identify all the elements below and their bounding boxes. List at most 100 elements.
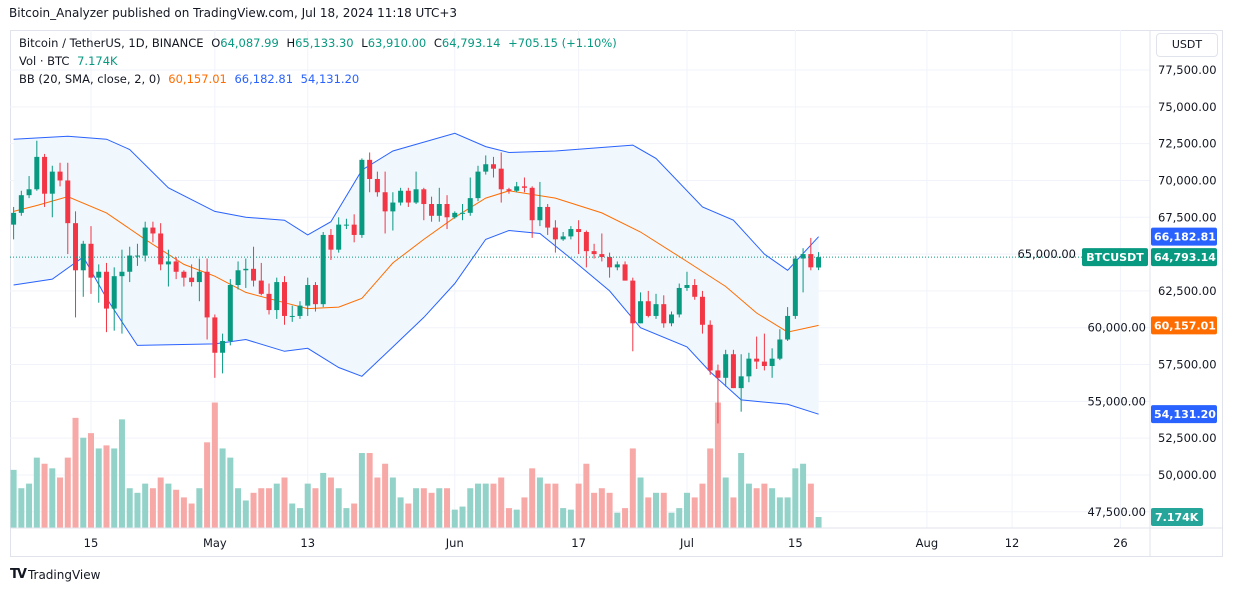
candle-body xyxy=(676,287,682,315)
candle xyxy=(367,152,373,193)
currency-button[interactable]: USDT xyxy=(1156,33,1218,57)
candle-body xyxy=(467,198,473,213)
candle xyxy=(583,230,589,268)
candle-body xyxy=(312,285,318,305)
volume-bar xyxy=(815,517,822,528)
volume-bar xyxy=(134,492,141,528)
candle-body xyxy=(707,324,713,371)
candle xyxy=(506,187,512,194)
candle xyxy=(607,252,613,278)
volume-bar xyxy=(560,508,567,528)
price-tick-label: 65,000.00 xyxy=(1017,247,1076,261)
volume-bar xyxy=(142,483,149,528)
volume-bar xyxy=(126,488,133,528)
volume-bar xyxy=(707,448,714,528)
symbol-title[interactable]: Bitcoin / TetherUS, 1D, BINANCE xyxy=(19,36,204,50)
bb-lower-line xyxy=(13,229,819,415)
volume-bar xyxy=(312,488,319,528)
volume-bar xyxy=(436,488,443,528)
candle xyxy=(150,221,156,243)
candle-body xyxy=(808,254,814,268)
candle xyxy=(653,293,659,319)
candle xyxy=(289,305,295,322)
volume-bar xyxy=(699,483,706,528)
candle xyxy=(235,261,241,290)
candle-body xyxy=(359,159,365,235)
volume-bar xyxy=(722,477,729,528)
candle xyxy=(746,352,752,383)
candle xyxy=(498,152,504,203)
candle-body xyxy=(475,171,481,199)
volume-bar xyxy=(676,508,683,528)
volume-bar xyxy=(33,457,40,528)
candle-body xyxy=(212,317,218,353)
volume-bar xyxy=(505,508,512,528)
legend-bb-row: BB (20, SMA, close, 2, 0) 60,157.01 66,1… xyxy=(19,72,363,86)
price-tick-label: 50,000.00 xyxy=(1158,468,1217,482)
volume-bar xyxy=(227,457,234,528)
candle xyxy=(800,248,806,293)
candle-body xyxy=(305,285,311,306)
volume-bar xyxy=(188,503,195,528)
volume-bar xyxy=(165,483,172,528)
candle-body xyxy=(80,243,86,271)
volume-bar xyxy=(428,492,435,528)
volume-bar xyxy=(691,497,698,528)
price-chart[interactable]: 47,500.00 50,000.00 52,500.00 55,000.00 57,5… xyxy=(10,30,1223,557)
volume-bar xyxy=(149,488,156,528)
candle xyxy=(181,270,187,287)
tradingview-logo[interactable]: TV TradingView xyxy=(10,567,101,582)
candle-body xyxy=(413,189,419,203)
candle-body xyxy=(792,258,798,316)
volume-bar xyxy=(49,468,56,528)
volume-bar xyxy=(180,497,187,528)
volume-bar xyxy=(714,402,721,528)
candle xyxy=(452,211,458,219)
candle xyxy=(413,171,419,205)
volume-bar xyxy=(273,483,280,528)
candle xyxy=(88,226,94,294)
candle xyxy=(382,171,388,234)
volume-bar xyxy=(103,445,110,528)
time-tick-label: May xyxy=(203,536,227,550)
volume-bar xyxy=(258,488,265,528)
candle-body xyxy=(336,224,342,250)
candle xyxy=(336,217,342,253)
candle-body xyxy=(452,212,458,218)
candle-body xyxy=(444,204,450,218)
published-line: Bitcoin_Analyzer published on TradingVie… xyxy=(9,6,458,20)
high-value: 65,133.30 xyxy=(295,36,354,50)
candle-body xyxy=(289,315,295,317)
volume-bar xyxy=(544,483,551,528)
candle xyxy=(808,237,814,271)
candle-body xyxy=(42,156,48,194)
bb-label[interactable]: BB (20, SMA, close, 2, 0) xyxy=(19,72,161,86)
candle xyxy=(467,177,473,216)
volume-label[interactable]: Vol · BTC xyxy=(19,54,70,68)
candle-body xyxy=(436,204,442,216)
candle-body xyxy=(367,159,373,179)
candle-body xyxy=(398,190,404,203)
candle xyxy=(266,283,272,315)
candle xyxy=(545,204,551,235)
candle-body xyxy=(599,254,605,258)
candle xyxy=(158,223,164,271)
candle xyxy=(49,165,55,218)
candle-body xyxy=(545,206,551,228)
price-tick-label: 60,000.00 xyxy=(1087,321,1146,335)
candle-body xyxy=(258,280,264,294)
volume-bar xyxy=(490,483,497,528)
candle xyxy=(475,165,481,202)
price-tick-label: 75,000.00 xyxy=(1158,100,1217,114)
time-tick-label: 12 xyxy=(1005,536,1020,550)
candle-body xyxy=(274,282,280,311)
candle-body xyxy=(49,171,55,194)
candle xyxy=(785,307,791,341)
candle xyxy=(730,349,736,389)
candle-body xyxy=(320,234,326,305)
volume-bar xyxy=(343,508,350,528)
candle xyxy=(328,229,334,260)
candle-body xyxy=(282,282,287,316)
candle xyxy=(754,336,760,369)
volume-bar xyxy=(660,492,667,528)
